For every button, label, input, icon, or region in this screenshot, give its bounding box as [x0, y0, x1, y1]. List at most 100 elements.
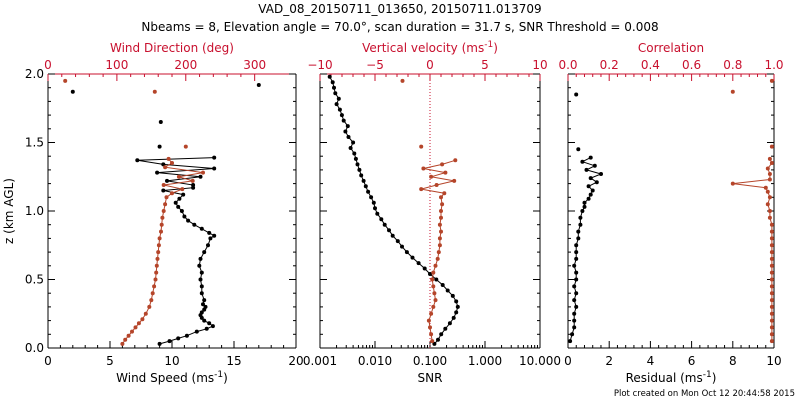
series-line [329, 76, 459, 345]
data-point [767, 177, 772, 182]
data-point [336, 96, 341, 101]
data-point [201, 170, 205, 175]
data-point [572, 325, 577, 330]
data-point [769, 298, 774, 303]
top-tick-label: 100 [105, 58, 128, 72]
plot-footer: Plot created on Mon Oct 12 20:44:58 2015 [614, 389, 795, 399]
series-line [121, 158, 204, 345]
data-point [159, 229, 163, 234]
figure-title-line1: VAD_08_20150711_013650, 20150711.013709 [258, 2, 541, 16]
top-tick-label: 0.0 [558, 58, 577, 72]
data-point [161, 209, 166, 213]
data-point [572, 298, 577, 303]
data-point [769, 256, 774, 261]
data-point [572, 284, 577, 289]
data-point [343, 129, 348, 134]
series-wind-0 [135, 155, 217, 346]
series-line [137, 157, 216, 345]
data-point [155, 256, 160, 261]
data-point [375, 211, 380, 216]
data-point [198, 256, 203, 261]
data-point [363, 184, 368, 189]
y-tick-label: 2.0 [25, 67, 44, 81]
x-tick-label: 5 [106, 354, 114, 368]
data-point [170, 161, 174, 165]
data-point [157, 144, 162, 149]
data-point [769, 161, 774, 165]
data-point [763, 185, 768, 190]
y-axis-label: z (km AGL) [2, 178, 16, 244]
data-point [767, 195, 772, 200]
data-point [572, 263, 577, 268]
data-point [431, 270, 436, 275]
data-point [135, 158, 140, 163]
data-point [327, 74, 332, 79]
data-point [164, 195, 169, 200]
data-point [572, 318, 577, 323]
figure-title-line2: Nbeams = 8, Elevation angle = 70.0°, sca… [141, 20, 658, 34]
data-point [197, 263, 202, 268]
top-tick-label: 0.6 [682, 58, 701, 72]
data-point [574, 291, 579, 296]
x-axis-label: Residual (ms-1) [626, 370, 717, 385]
data-point [769, 222, 774, 227]
x-tick-label: 0 [564, 354, 572, 368]
x-tick-label: 10 [766, 354, 781, 368]
data-point [574, 243, 579, 248]
data-point [341, 118, 346, 123]
data-point [161, 188, 166, 193]
data-point [765, 189, 770, 194]
data-point [454, 299, 459, 304]
data-point [433, 263, 438, 268]
data-point [428, 325, 432, 330]
data-point [578, 222, 583, 227]
series-wind-1 [70, 83, 261, 149]
data-point [357, 167, 362, 172]
data-point [769, 263, 774, 268]
data-point [594, 180, 599, 185]
x-tick-label: 20 [288, 354, 303, 368]
data-point [443, 326, 448, 331]
data-point [120, 341, 125, 346]
data-point [769, 229, 774, 234]
data-point [588, 192, 593, 197]
data-point [339, 113, 344, 118]
data-point [355, 162, 360, 167]
x-axis-label: SNR [418, 371, 443, 385]
x-tick-label: 1.000 [468, 354, 502, 368]
data-point [588, 176, 593, 181]
data-point [123, 337, 128, 342]
data-point [416, 261, 421, 266]
data-point [390, 233, 395, 238]
data-point [447, 321, 452, 326]
data-point [163, 165, 168, 170]
data-point [186, 218, 191, 223]
data-point [767, 215, 772, 220]
data-point [769, 284, 774, 289]
data-point [147, 304, 152, 309]
x-tick-label: 10 [164, 354, 179, 368]
data-point [433, 298, 438, 303]
data-point [149, 298, 154, 303]
data-point [769, 304, 774, 309]
data-point [157, 341, 162, 346]
data-point [332, 85, 336, 90]
data-point [202, 318, 207, 323]
x-tick-label: 4 [647, 354, 655, 368]
data-point [330, 80, 335, 85]
data-point [201, 302, 205, 307]
data-point [177, 196, 182, 201]
data-point [769, 270, 774, 275]
y-tick-label: 0.5 [25, 273, 44, 287]
series-vertical-2 [400, 78, 424, 149]
top-tick-label: 5 [481, 58, 489, 72]
data-point [730, 181, 735, 186]
data-point [182, 214, 187, 219]
top-tick-label: 0.8 [723, 58, 742, 72]
data-point [435, 256, 440, 261]
data-point [198, 277, 203, 282]
data-point [586, 196, 591, 201]
data-point [130, 329, 134, 334]
data-point [769, 318, 774, 323]
data-point [769, 144, 774, 149]
